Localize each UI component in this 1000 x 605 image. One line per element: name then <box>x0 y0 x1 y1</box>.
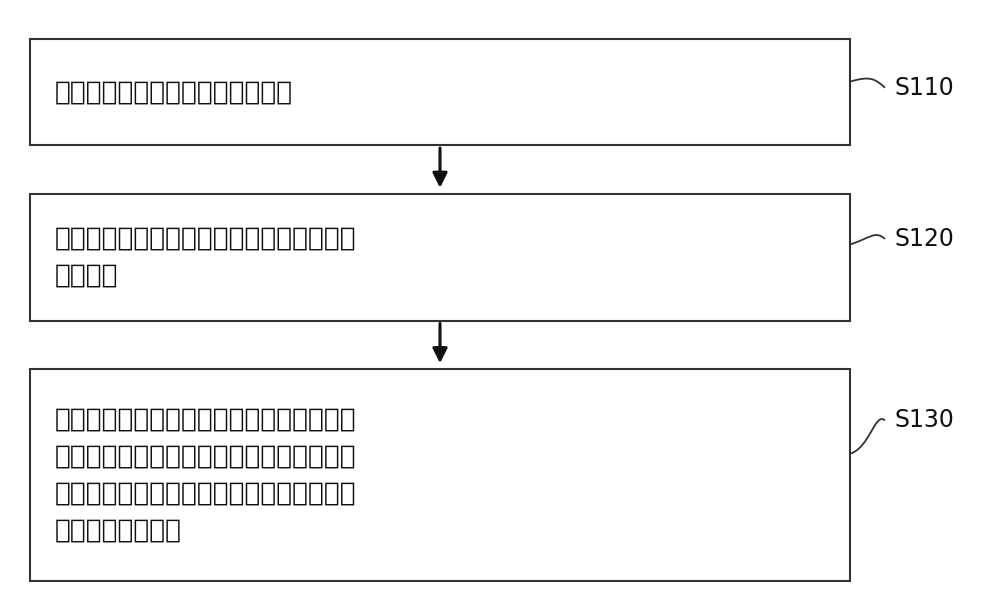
Text: 控制所述坩埚内的温度使所述多晶硅料、掺
镓硅料自上至下逐步熔化，并在所述掺镓硅
料部分熔化时使熔化形成的硅液向上结晶并
最终生成晶体硅锭: 控制所述坩埚内的温度使所述多晶硅料、掺 镓硅料自上至下逐步熔化，并在所述掺镓硅 … <box>55 407 357 543</box>
Text: 在所述掺镓硅料的上方设置含有镓掺杂剂的
多晶硅料: 在所述掺镓硅料的上方设置含有镓掺杂剂的 多晶硅料 <box>55 226 357 289</box>
FancyBboxPatch shape <box>30 39 850 145</box>
Text: S110: S110 <box>895 76 955 100</box>
Text: S130: S130 <box>895 408 955 433</box>
FancyBboxPatch shape <box>30 369 850 581</box>
Text: 在坩埚底部均匀铺设一层掺镓硅料: 在坩埚底部均匀铺设一层掺镓硅料 <box>55 79 293 105</box>
FancyBboxPatch shape <box>30 194 850 321</box>
Text: S120: S120 <box>895 227 955 251</box>
